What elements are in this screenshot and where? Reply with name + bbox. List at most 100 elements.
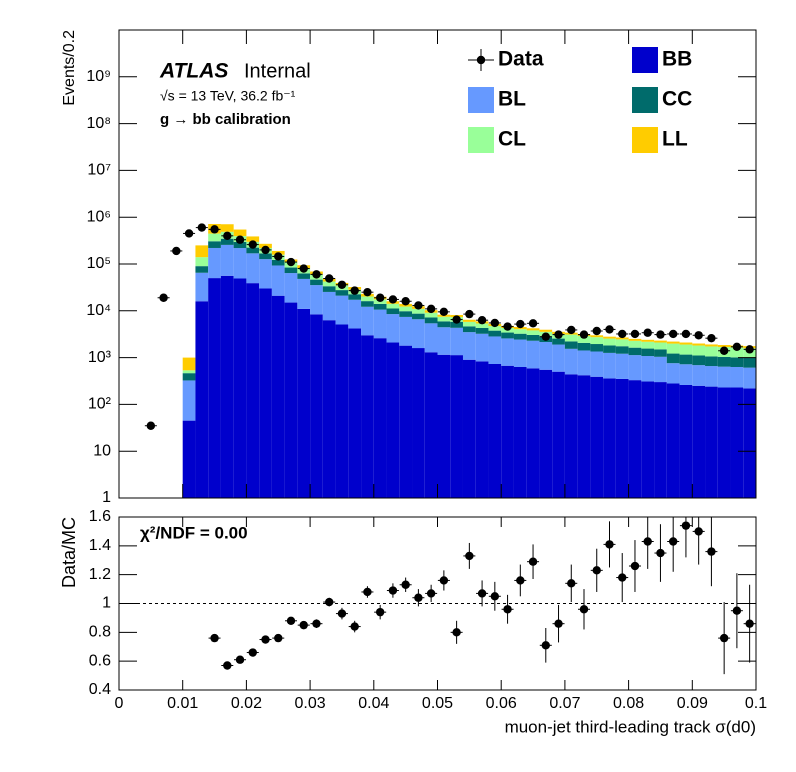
stack-segment	[717, 356, 731, 367]
stack-segment	[705, 346, 718, 357]
stack-segment	[322, 320, 336, 498]
stack-segment	[475, 361, 489, 498]
ratio-marks	[208, 517, 756, 675]
stack-segment	[437, 327, 451, 355]
ratio-point	[707, 547, 716, 556]
stack-segment	[628, 347, 642, 356]
ratio-point	[388, 586, 398, 595]
stack-segment	[373, 303, 387, 310]
data-point	[312, 270, 321, 279]
stack-segment	[373, 309, 387, 339]
stack-segment	[475, 333, 489, 362]
x-tick-label: 0.07	[549, 695, 580, 712]
stack-segment	[692, 355, 706, 366]
stack-segment	[577, 336, 591, 343]
stack-segment	[628, 380, 642, 498]
stack-segment	[679, 354, 693, 365]
x-tick-label: 0.06	[486, 695, 517, 712]
stack-segment	[386, 303, 400, 309]
data-point	[184, 229, 194, 238]
stack-segment	[590, 335, 604, 338]
y-tick-label: 1.2	[89, 566, 111, 583]
main-pad: Data BB BL CC CL LL 1 10 10² 10³ 10⁴ 10⁵ 10⁶ 10⁷ 10⁸ 10…	[86, 29, 757, 506]
legend-swatch	[468, 87, 494, 113]
stack-segment	[322, 281, 336, 287]
stack-segment	[361, 335, 374, 498]
stack-segment	[233, 278, 247, 498]
data-point	[235, 235, 245, 244]
stack-segment	[590, 376, 604, 498]
stack-segment	[526, 334, 540, 341]
stack-segment	[577, 375, 591, 498]
data-point	[274, 252, 283, 261]
y-axis-label: Data/MC	[59, 517, 79, 588]
stack-segment	[743, 367, 756, 389]
y-tick-label: 1.6	[89, 508, 111, 525]
ratio-point	[401, 580, 410, 589]
ratio-point	[554, 619, 563, 628]
stack-segment	[182, 370, 196, 374]
stack-segment	[386, 314, 400, 343]
stack-segment	[705, 366, 718, 387]
legend-label: BB	[662, 48, 692, 71]
stack-segment	[654, 340, 667, 343]
stack-segment	[348, 328, 362, 498]
stack-segment	[310, 285, 323, 315]
stack-segment	[462, 359, 476, 498]
stack-segment	[615, 353, 629, 379]
stack-segment	[666, 343, 680, 354]
data-point	[388, 295, 398, 304]
stack-segment	[666, 341, 680, 344]
stack-segment	[246, 283, 260, 498]
stack-segment	[348, 299, 362, 329]
data-point	[605, 325, 614, 334]
legend-swatch	[632, 87, 658, 113]
stack-segment	[195, 245, 209, 258]
data-point	[325, 274, 334, 283]
stack-segment	[654, 349, 667, 357]
selection-label: g → bb calibration	[160, 111, 291, 128]
ratio-point	[312, 619, 321, 628]
ratio-point	[274, 633, 283, 643]
ratio-point	[286, 616, 296, 625]
stack-segment	[437, 316, 451, 322]
y-tick-label: 1.4	[89, 537, 111, 554]
y-axis-label: Events/0.2	[61, 30, 78, 106]
ratio-point	[732, 606, 742, 615]
stack-segment	[361, 301, 374, 307]
stack-segment	[679, 384, 693, 498]
y-tick-label: 10⁶	[87, 208, 111, 225]
stack-segment	[488, 363, 502, 498]
experiment-label: ATLAS	[159, 60, 228, 83]
data-point	[719, 346, 729, 355]
data-point	[554, 330, 563, 339]
x-axis-label: muon-jet third-leading track σ(d0)	[505, 717, 756, 736]
stack-segment	[590, 337, 604, 345]
data-point	[337, 280, 347, 289]
stack-segment	[577, 342, 591, 351]
stack-segment	[475, 328, 489, 334]
data-point	[732, 342, 742, 352]
stack-segment	[220, 238, 234, 245]
stack-segment	[539, 342, 553, 370]
stack-segment	[271, 259, 285, 266]
stack-segment	[182, 420, 196, 498]
y-tick-label: 0.8	[89, 624, 111, 641]
stack-segment	[220, 275, 234, 498]
data-point	[197, 223, 207, 232]
data-point	[745, 345, 754, 354]
data-point	[159, 293, 168, 302]
stack-segment	[603, 352, 616, 379]
stack-segment	[271, 295, 285, 498]
stack-segment	[399, 311, 413, 317]
stack-segment	[526, 328, 540, 331]
stack-segment	[208, 233, 221, 242]
stack-segment	[399, 306, 413, 312]
legend-label: CL	[498, 128, 526, 151]
stack-segment	[526, 340, 540, 369]
stack-segment	[641, 341, 655, 349]
legend-label: BL	[498, 88, 526, 111]
stack-segment	[666, 353, 680, 364]
chi2-label: χ²/NDF = 0.00	[140, 523, 248, 542]
